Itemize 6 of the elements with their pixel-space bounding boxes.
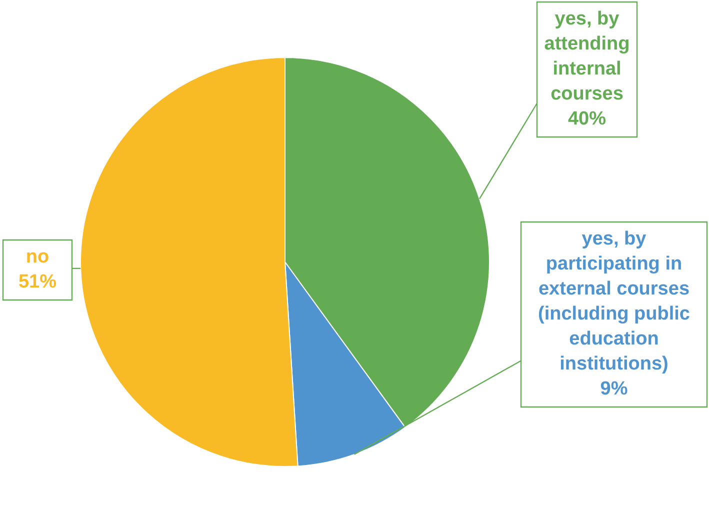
slice-label: yes, by attending internal courses (544, 8, 630, 105)
data-label: 40% (568, 108, 606, 130)
slice-label: yes, by participating in external courses (including public education institutions) (538, 228, 690, 375)
data-label: 51% (18, 272, 57, 293)
slice-label: no (26, 246, 50, 268)
data-label: 9% (600, 378, 628, 400)
